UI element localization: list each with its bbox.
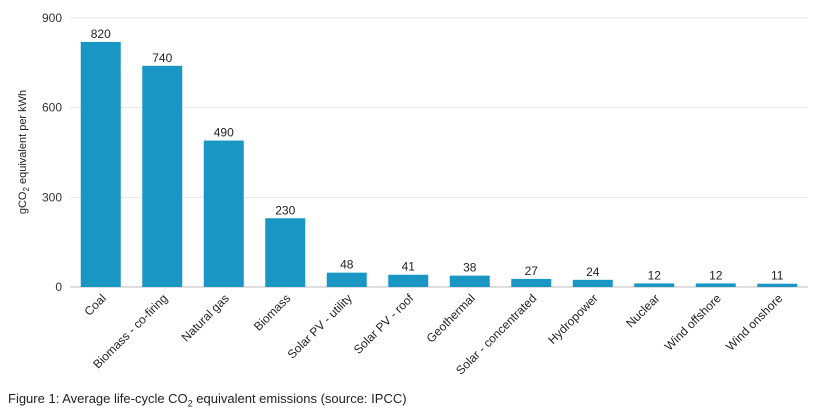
y-axis-label: gCO2 equivalent per kWh xyxy=(17,90,31,214)
bar-geothermal xyxy=(449,275,490,287)
caption-subscript: 2 xyxy=(187,398,193,409)
data-label-nuclear: 12 xyxy=(648,268,662,282)
category-label-hydropower: Hydropower xyxy=(545,291,601,347)
category-label-solar-pv-roof: Solar PV - roof xyxy=(351,291,417,357)
y-tick-label-0: 0 xyxy=(55,280,62,294)
grid-lines xyxy=(70,17,808,288)
category-label-biomass: Biomass xyxy=(251,291,293,333)
bar-solar-concentrated xyxy=(511,278,552,287)
bars xyxy=(80,41,798,288)
figure-caption: Figure 1: Average life-cycle CO2 equival… xyxy=(8,391,407,409)
bar-wind-offshore xyxy=(695,283,736,287)
category-label-wind-onshore: Wind onshore xyxy=(723,291,785,353)
bar-solar-pv-roof xyxy=(388,274,429,287)
data-label-wind-offshore: 12 xyxy=(709,268,723,282)
data-label-solar-pv-utility: 48 xyxy=(340,258,354,272)
bar-hydropower xyxy=(572,279,613,287)
y-axis-ticks: 0 300 600 900 xyxy=(42,11,62,294)
y-tick-label-300: 300 xyxy=(42,190,62,204)
bar-natural-gas xyxy=(203,140,244,287)
category-label-nuclear: Nuclear xyxy=(623,291,662,330)
data-label-coal: 820 xyxy=(91,27,111,41)
bar-biomass xyxy=(265,218,306,287)
bar-solar-pv-utility xyxy=(326,272,367,287)
bar-coal xyxy=(80,41,121,288)
bar-biomass-co-firing xyxy=(142,65,183,287)
category-label-geothermal: Geothermal xyxy=(424,291,478,345)
caption-prefix: Figure 1: Average life-cycle CO xyxy=(8,391,188,406)
data-label-hydropower: 24 xyxy=(586,265,600,279)
data-label-biomass: 230 xyxy=(275,203,295,217)
data-label-biomass-co-firing: 740 xyxy=(152,51,172,65)
data-label-solar-concentrated: 27 xyxy=(525,264,539,278)
y-tick-label-600: 600 xyxy=(42,101,62,115)
data-label-natural-gas: 490 xyxy=(214,126,234,140)
caption-suffix: equivalent emissions (source: IPCC) xyxy=(192,391,407,406)
category-label-natural-gas: Natural gas xyxy=(179,291,232,344)
bar-wind-onshore xyxy=(757,283,798,287)
category-label-solar-pv-utility: Solar PV - utility xyxy=(285,291,355,361)
category-label-wind-offshore: Wind offshore xyxy=(662,291,724,353)
category-label-coal: Coal xyxy=(82,291,109,318)
bar-nuclear xyxy=(634,283,675,287)
data-label-geothermal: 38 xyxy=(463,261,477,275)
data-label-wind-onshore: 11 xyxy=(771,269,784,283)
data-labels: 820 740 490 230 48 41 38 27 24 12 12 11 xyxy=(91,27,784,283)
y-tick-label-900: 900 xyxy=(42,11,62,25)
data-label-solar-pv-roof: 41 xyxy=(402,260,416,274)
